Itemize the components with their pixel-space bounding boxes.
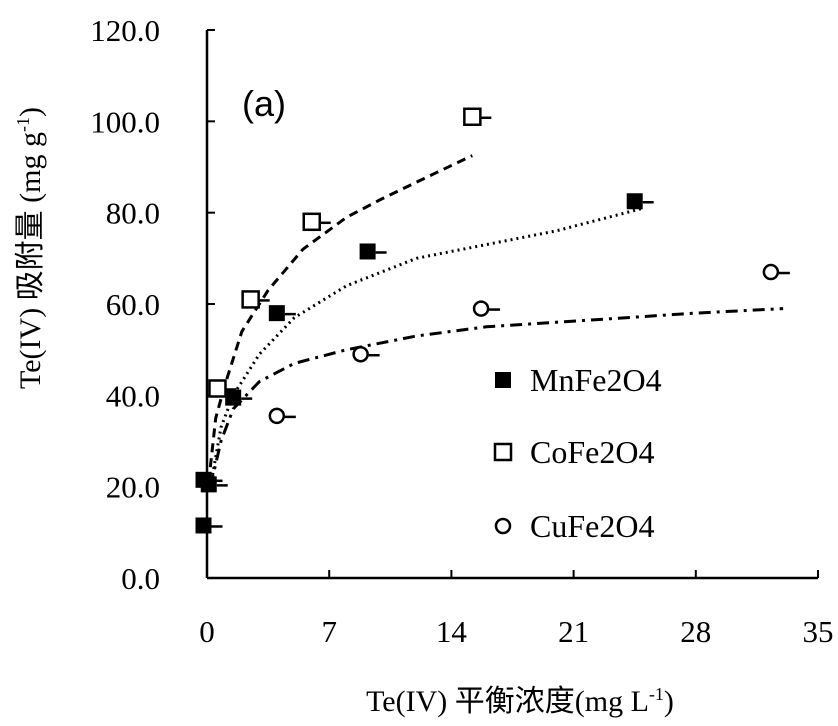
legend-marker — [494, 517, 512, 535]
data-points — [195, 107, 790, 534]
legend-item-CuFe2O4: CuFe2O4 — [494, 508, 654, 544]
data-point-CuFe2O4 — [352, 345, 380, 363]
x-tick-label: 14 — [436, 614, 468, 649]
fit-curve-CuFe2O4 — [209, 307, 784, 488]
data-point-MnFe2O4 — [359, 243, 387, 260]
legend-label: CuFe2O4 — [530, 508, 654, 544]
x-axis: 0 7 14 21 28 35 — [199, 570, 834, 649]
fit-curves — [207, 154, 784, 488]
y-tick-label: 40.0 — [106, 378, 160, 413]
y-tick-label: 120.0 — [90, 13, 160, 48]
x-axis-title: Te(IV) 平衡浓度(mg L-1) — [366, 684, 674, 718]
plot-frame — [205, 30, 818, 580]
y-tick-label: 20.0 — [106, 470, 160, 505]
data-point-MnFe2O4 — [268, 305, 296, 322]
data-point-CoFe2O4 — [208, 379, 237, 398]
legend-label: CoFe2O4 — [530, 434, 654, 470]
legend: MnFe2O4 CoFe2O4 CuFe2O4 — [493, 362, 662, 544]
x-tick-label: 7 — [321, 614, 337, 649]
data-point-CuFe2O4 — [472, 300, 501, 317]
panel-label: (a) — [242, 83, 286, 124]
legend-item-MnFe2O4: MnFe2O4 — [495, 362, 662, 398]
data-point-MnFe2O4 — [225, 389, 253, 406]
data-point-CuFe2O4 — [268, 407, 296, 425]
y-tick-label: 60.0 — [106, 287, 160, 322]
y-axis-title: Te(IV) 吸附量 (mg g-1) — [13, 107, 47, 389]
y-axis: 0.0 20.0 40.0 60.0 80.0 100.0 120.0 — [90, 13, 215, 596]
legend-label: MnFe2O4 — [530, 362, 662, 398]
x-tick-label: 21 — [558, 614, 589, 649]
fit-curve-CoFe2O4 — [207, 154, 473, 483]
data-point-CoFe2O4 — [241, 290, 270, 309]
y-tick-label: 0.0 — [121, 561, 160, 596]
x-tick-label: 28 — [680, 614, 711, 649]
data-point-CoFe2O4 — [302, 212, 331, 232]
legend-marker — [495, 372, 511, 388]
y-tick-label: 80.0 — [106, 196, 160, 231]
x-tick-label: 0 — [199, 614, 215, 649]
y-tick-label: 100.0 — [90, 104, 160, 139]
data-point-MnFe2O4 — [195, 517, 223, 534]
data-point-CoFe2O4 — [463, 107, 492, 127]
data-point-MnFe2O4 — [200, 476, 228, 493]
x-tick-label: 35 — [803, 614, 834, 649]
data-point-CuFe2O4 — [762, 263, 790, 281]
legend-item-CoFe2O4: CoFe2O4 — [493, 434, 654, 470]
legend-marker — [493, 442, 513, 462]
data-point-MnFe2O4 — [626, 193, 654, 210]
